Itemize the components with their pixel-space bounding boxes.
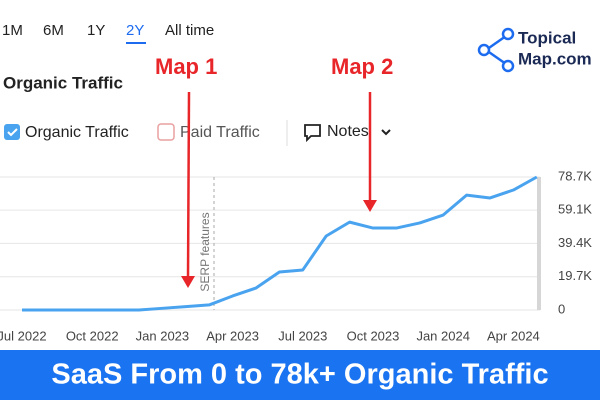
logo-text: Topical xyxy=(518,28,576,47)
scroll-handle xyxy=(537,177,541,310)
logo-text: Map.com xyxy=(518,49,592,68)
legend-label[interactable]: Paid Traffic xyxy=(180,124,260,141)
arrow-head xyxy=(181,276,195,288)
legend-label[interactable]: Organic Traffic xyxy=(25,124,129,141)
check-icon xyxy=(7,128,18,137)
y-tick-label: 19.7K xyxy=(558,268,592,283)
range-button[interactable]: 6M xyxy=(43,22,64,39)
x-tick-label: Jul 2023 xyxy=(278,328,327,343)
x-tick-label: Jan 2023 xyxy=(136,328,190,343)
x-tick-label: Oct 2022 xyxy=(66,328,119,343)
range-button[interactable]: 2Y xyxy=(126,22,144,39)
annotation: Map 1 xyxy=(155,54,217,79)
arrow-head xyxy=(363,200,377,212)
notes-label[interactable]: Notes xyxy=(327,123,369,140)
range-button[interactable]: All time xyxy=(165,22,214,39)
range-button[interactable]: 1Y xyxy=(87,22,105,39)
x-tick-label: Apr 2023 xyxy=(206,328,259,343)
y-tick-label: 39.4K xyxy=(558,235,592,250)
annotation: Map 2 xyxy=(331,54,393,79)
x-tick-label: Oct 2023 xyxy=(347,328,400,343)
y-tick-label: 0 xyxy=(558,301,565,316)
range-button[interactable]: 1M xyxy=(2,22,23,39)
organic-checkbox[interactable] xyxy=(4,124,20,140)
logo-icon xyxy=(477,27,515,73)
event-label: SERP features xyxy=(198,212,212,291)
y-tick-label: 78.7K xyxy=(558,168,592,183)
banner-bg xyxy=(0,350,600,400)
annotation-arrow xyxy=(186,91,191,279)
notes-chevron[interactable] xyxy=(381,129,391,136)
paid-checkbox[interactable] xyxy=(157,123,175,141)
notes-icon[interactable] xyxy=(304,124,321,143)
banner-text: SaaS From 0 to 78k+ Organic Traffic xyxy=(51,359,548,391)
line xyxy=(22,175,538,312)
section-title: Organic Traffic xyxy=(3,73,123,92)
x-tick-label: Jul 2022 xyxy=(0,328,47,343)
x-tick-label: Jan 2024 xyxy=(416,328,470,343)
y-tick-label: 59.1K xyxy=(558,202,592,217)
x-tick-label: Apr 2024 xyxy=(487,328,540,343)
